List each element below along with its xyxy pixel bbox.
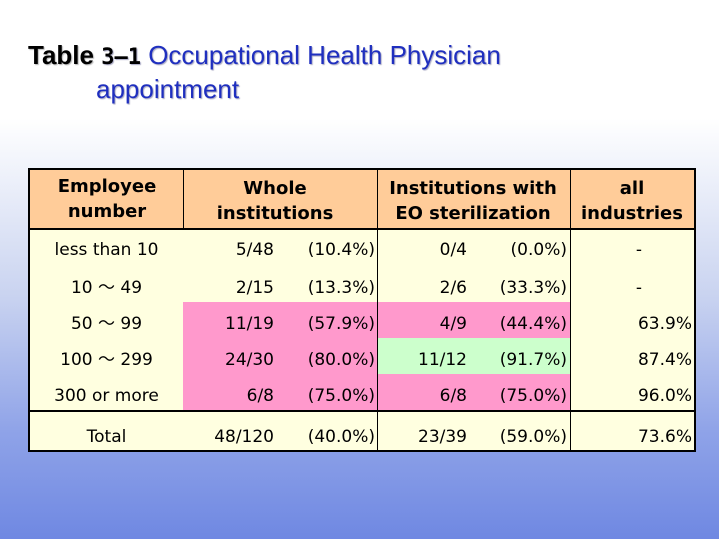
header-all: all industries xyxy=(581,178,683,224)
title-line2: appointment xyxy=(96,74,240,104)
physician-table: Employee number Whole institutions Institu… xyxy=(28,168,696,452)
title-number: 3–1 xyxy=(101,45,141,70)
title-label: Table xyxy=(28,40,94,70)
header-eo: Institutions with EO sterilization xyxy=(389,178,557,224)
slide-title: Table 3–1 Occupational Health Physician … xyxy=(28,38,501,104)
header-whole: Whole institutions xyxy=(216,178,334,224)
title-line1: Occupational Health Physician xyxy=(148,40,501,70)
header-employee: Employee number xyxy=(57,176,157,222)
table-header xyxy=(30,170,694,230)
